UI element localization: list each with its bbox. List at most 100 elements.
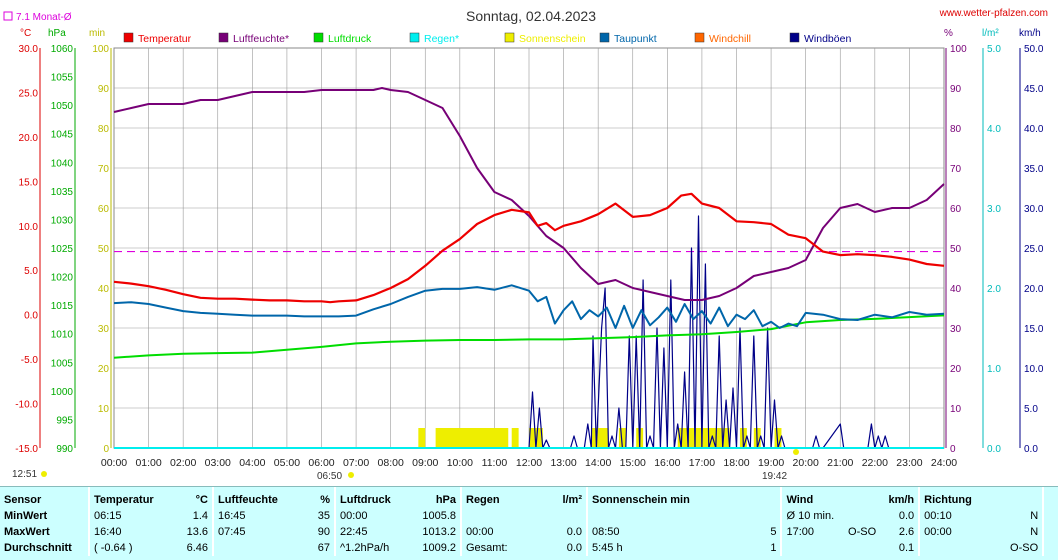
sunshine-bar [618,428,626,448]
legend-swatch [504,32,515,43]
unit-pct: % [944,28,953,39]
pressure-axis-tick: 1035 [51,187,74,198]
stats-ld-value: 1005.8 [422,510,456,522]
pressure-axis-tick: 1000 [51,387,74,398]
monat-avg-icon [3,11,13,21]
stats-sonne-time [586,508,728,524]
stats-header-wind: Wind [780,487,839,508]
wind-axis-tick: 45.0 [1024,84,1044,95]
temp-axis-tick: -5.0 [21,355,39,366]
series-line-temperatur [113,192,945,304]
temp-axis-tick: 10.0 [19,222,39,233]
chart-axes: 30.0 25.0 20.0 15.0 10.0 5.0 0.0 -5.0 -10.0 -15.0… [15,44,1044,455]
stats-header-sonne: Sonnenschein min [585,487,782,508]
stats-row-max: MaxWert 16:40 13.6 07:45 90 22:45 1013.2… [0,524,1058,540]
legend-label: Windchill [709,33,751,45]
current-time-sun-icon [41,471,47,477]
temp-axis-tick: 15.0 [19,177,39,188]
stats-wind-value: 0.1 [898,542,915,554]
wind-axis-tick: 35.0 [1024,164,1044,175]
humidity-axis-tick: 20 [950,364,962,375]
chart-series [113,87,945,449]
wind-axis-tick: 20.0 [1024,284,1044,295]
sunset-label: 19:42 [762,471,787,482]
rain-axis-tick: 4.0 [987,124,1001,135]
x-axis-tick: 18:00 [723,457,749,469]
stats-wind-time: Ø 10 min. [780,508,839,524]
sunshine-axis-tick: 80 [98,124,110,135]
sunshine-bar [774,428,782,448]
sunrise-sun-icon [348,472,354,478]
stats-regen-value: 0.0 [566,526,582,538]
temp-axis-tick: 30.0 [19,44,39,55]
stats-header-sensor: Sensor [4,494,42,506]
stats-ld-value: 1009.2 [422,542,456,554]
legend-label: Luftdruck [328,33,372,45]
sunshine-bar [418,428,426,448]
x-axis-tick: 07:00 [343,457,369,469]
chart-grid [114,48,944,448]
stats-wind-time: 17:00 [780,524,839,540]
humidity-axis-tick: 80 [950,124,962,135]
pressure-axis-tick: 1005 [51,358,74,369]
humidity-axis-tick: 10 [950,404,962,415]
x-axis-tick: 02:00 [170,457,196,469]
stats-ld-time: ^1.2hPa/h [334,540,414,556]
wind-axis-tick: 50.0 [1024,44,1044,55]
stats-dir-value: N [1030,526,1039,538]
legend-swatch [313,32,324,43]
x-axis-tick: 04:00 [239,457,265,469]
stats-header-regen-unit: l/m² [562,494,582,506]
x-axis-tick: 24:00 [931,457,957,469]
stats-row-label: MaxWert [4,526,50,538]
sunshine-bar [529,428,543,448]
stats-dir-time: 00:10 [918,508,999,524]
pressure-axis-tick: 1030 [51,215,74,226]
unit-hpa: hPa [48,28,66,39]
stats-row-label: Durchschnitt [4,542,72,554]
stats-header-ld-unit: hPa [435,494,456,506]
stats-lf-value: 90 [317,526,330,538]
stats-sonne-value [728,508,782,524]
rain-axis-tick: 0.0 [987,444,1001,455]
sunshine-axis-tick: 50 [98,244,110,255]
stats-header-temperatur: Temperatur [88,487,178,508]
legend-label: Temperatur [138,33,192,45]
sunshine-bar [511,428,519,448]
pressure-axis-tick: 1015 [51,301,74,312]
x-axis-tick: 16:00 [654,457,680,469]
stats-temp-value: 13.6 [186,526,208,538]
pressure-axis-tick: 1050 [51,101,74,112]
pressure-axis-tick: 1020 [51,273,74,284]
stats-wind-value: 2.6 [898,526,915,538]
stats-ld-time: 22:45 [334,524,414,540]
x-axis-tick: 11:00 [482,457,508,469]
x-axis-tick: 00:00 [101,457,127,469]
x-axis-tick: 06:00 [308,457,334,469]
humidity-axis-tick: 60 [950,204,962,215]
wind-axis-tick: 25.0 [1024,244,1044,255]
wind-axis-tick: 15.0 [1024,324,1044,335]
sunshine-axis-tick: 10 [98,404,110,415]
pressure-axis-tick: 1045 [51,130,74,141]
stats-wind-time [780,540,839,556]
current-time-label: 12:51 [12,469,37,480]
stats-lf-time: 16:45 [212,508,302,524]
x-axis-tick: 09:00 [412,457,438,469]
humidity-axis-tick: 30 [950,324,962,335]
temp-axis-tick: 25.0 [19,88,39,99]
x-axis-tick: 22:00 [862,457,888,469]
stats-sonne-value: 1 [770,542,777,554]
x-axis-tick: 05:00 [274,457,300,469]
sunshine-axis-tick: 70 [98,164,110,175]
legend-swatch [218,32,229,43]
stats-sonne-time: 5:45 h [586,540,728,556]
x-axis-tick: 23:00 [896,457,922,469]
stats-regen-time [460,508,540,524]
site-link[interactable]: www.wetter-pfalzen.com [939,8,1048,19]
stats-row-min: MinWert 06:15 1.4 16:45 35 00:00 1005.8 … [0,508,1058,524]
stats-row-avg: Durchschnitt ( -0.64 ) 6.46 67 ^1.2hPa/h… [0,540,1058,556]
legend-label: Taupunkt [614,33,657,45]
humidity-axis-tick: 100 [950,44,967,55]
wind-axis-tick: 0.0 [1024,444,1038,455]
